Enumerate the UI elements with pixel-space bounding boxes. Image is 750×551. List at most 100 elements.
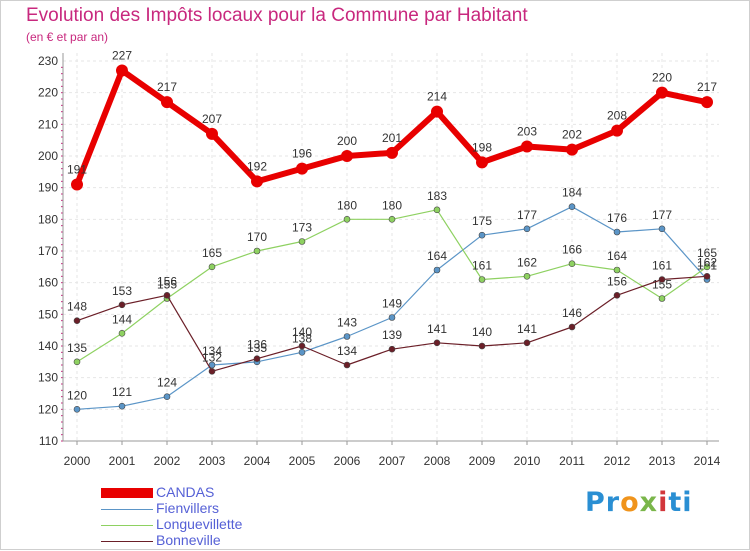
- data-point-fienvillers: [613, 228, 621, 236]
- data-point-longuevillette: [253, 247, 261, 255]
- data-label-longuevillette: 162: [517, 255, 537, 269]
- data-label-bonneville: 134: [337, 344, 357, 358]
- data-point-fienvillers: [298, 349, 306, 356]
- x-tick-label: 2011: [559, 454, 585, 468]
- data-label-fienvillers: 124: [157, 376, 177, 390]
- data-point-candas: [701, 96, 713, 109]
- data-label-fienvillers: 134: [202, 344, 222, 358]
- data-point-fienvillers: [208, 361, 216, 369]
- data-label-candas: 203: [517, 125, 537, 139]
- x-tick-label: 2014: [694, 454, 721, 468]
- data-label-candas: 227: [112, 49, 132, 63]
- data-label-fienvillers: 164: [427, 249, 447, 263]
- data-point-bonneville: [658, 276, 666, 283]
- data-label-bonneville: 148: [67, 300, 87, 314]
- y-tick-label: 190: [38, 181, 58, 195]
- data-point-candas: [116, 64, 128, 77]
- legend-swatch-bonneville: [101, 541, 153, 542]
- legend-label-fienvillers: Fienvillers: [156, 500, 220, 516]
- y-tick-label: 220: [38, 86, 58, 100]
- data-label-candas: 214: [427, 90, 447, 104]
- data-point-longuevillette: [703, 263, 711, 271]
- data-label-bonneville: 161: [652, 259, 672, 273]
- data-point-longuevillette: [388, 216, 396, 223]
- data-label-candas: 217: [157, 80, 177, 94]
- x-tick-label: 2001: [109, 454, 136, 468]
- data-label-longuevillette: 173: [292, 221, 312, 235]
- data-label-longuevillette: 165: [697, 246, 717, 260]
- data-label-bonneville: 139: [382, 328, 402, 342]
- data-point-fienvillers: [163, 393, 171, 400]
- data-label-fienvillers: 177: [652, 208, 672, 222]
- data-label-bonneville: 162: [697, 255, 717, 269]
- x-tick-label: 2008: [424, 454, 451, 468]
- data-label-longuevillette: 183: [427, 189, 447, 203]
- data-point-longuevillette: [568, 260, 576, 267]
- data-point-candas: [656, 86, 668, 99]
- data-point-fienvillers: [73, 406, 81, 413]
- data-label-fienvillers: 176: [607, 211, 627, 225]
- data-label-bonneville: 156: [157, 274, 177, 288]
- data-point-candas: [341, 150, 353, 162]
- data-point-longuevillette: [433, 206, 441, 214]
- data-label-fienvillers: 138: [292, 331, 312, 345]
- data-label-fienvillers: 175: [472, 214, 492, 228]
- data-point-bonneville: [343, 361, 351, 369]
- legend-label-bonneville: Bonneville: [156, 532, 221, 548]
- data-label-candas: 220: [652, 71, 672, 85]
- data-label-longuevillette: 170: [247, 230, 267, 244]
- data-point-longuevillette: [118, 330, 126, 337]
- x-tick-label: 2012: [604, 454, 631, 468]
- data-label-bonneville: 146: [562, 306, 582, 320]
- data-label-fienvillers: 177: [517, 208, 537, 222]
- data-point-fienvillers: [478, 231, 486, 239]
- x-tick-label: 2007: [379, 454, 406, 468]
- x-tick-label: 2005: [289, 454, 316, 468]
- data-point-bonneville: [433, 339, 441, 347]
- chart-subtitle: (en € et par an): [26, 30, 109, 44]
- data-point-fienvillers: [388, 314, 396, 321]
- data-point-bonneville: [613, 292, 621, 299]
- data-label-bonneville: 156: [607, 274, 627, 288]
- data-point-candas: [476, 156, 488, 169]
- data-label-bonneville: 141: [517, 322, 537, 336]
- y-tick-label: 230: [38, 54, 58, 68]
- data-label-fienvillers: 135: [247, 341, 267, 355]
- data-point-bonneville: [118, 301, 126, 309]
- x-tick-label: 2000: [64, 454, 91, 468]
- data-point-bonneville: [163, 292, 171, 299]
- plot-area: [63, 53, 719, 441]
- data-point-bonneville: [703, 273, 711, 280]
- data-point-fienvillers: [118, 402, 126, 410]
- data-label-bonneville: 153: [112, 284, 132, 298]
- legend-swatch-candas: [101, 488, 153, 498]
- data-label-fienvillers: 143: [337, 316, 357, 330]
- data-label-longuevillette: 135: [67, 341, 87, 355]
- x-tick-label: 2004: [244, 454, 271, 468]
- data-label-candas: 201: [382, 131, 402, 145]
- legend-swatch-fienvillers: [101, 509, 153, 510]
- y-tick-label: 210: [38, 117, 58, 131]
- data-label-longuevillette: 180: [382, 198, 402, 212]
- data-point-fienvillers: [658, 225, 666, 233]
- data-point-bonneville: [73, 317, 81, 324]
- data-label-longuevillette: 155: [157, 278, 177, 292]
- data-point-longuevillette: [73, 358, 81, 366]
- data-label-fienvillers: 120: [67, 388, 87, 402]
- data-point-candas: [206, 127, 218, 140]
- data-point-longuevillette: [298, 238, 306, 245]
- data-label-fienvillers: 184: [562, 186, 582, 200]
- data-label-candas: 191: [67, 163, 87, 177]
- data-label-longuevillette: 165: [202, 246, 222, 260]
- data-label-longuevillette: 164: [607, 249, 627, 263]
- data-label-bonneville: 132: [202, 350, 222, 364]
- data-point-bonneville: [253, 355, 261, 362]
- x-tick-label: 2009: [469, 454, 496, 468]
- chart-title: Evolution des Impôts locaux pour la Comm…: [26, 5, 528, 26]
- data-label-candas: 207: [202, 112, 222, 126]
- legend-label-candas: CANDAS: [156, 484, 215, 500]
- data-point-longuevillette: [613, 266, 621, 274]
- y-tick-label: 200: [38, 149, 58, 163]
